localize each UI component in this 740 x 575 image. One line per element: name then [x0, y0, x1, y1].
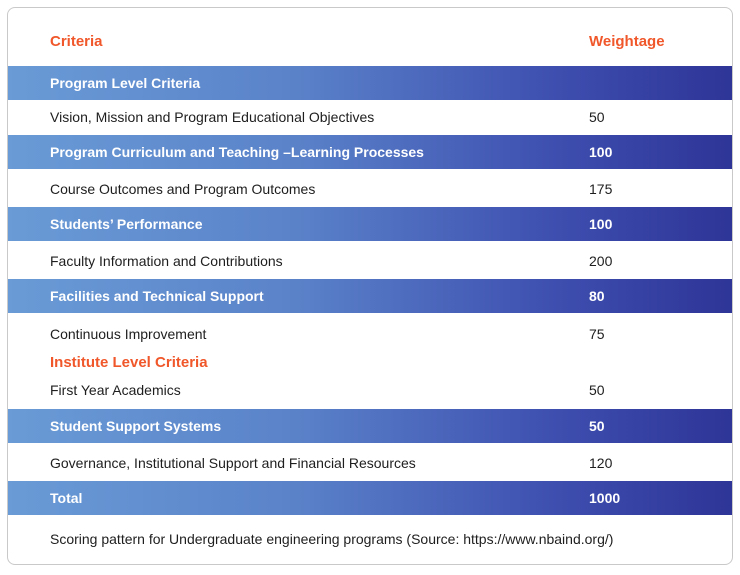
total-label: Total [50, 490, 83, 506]
table-row: Faculty Information and Contributions 20… [8, 244, 732, 278]
criteria-header: Criteria [50, 32, 103, 50]
weight-cell: 100 [589, 144, 613, 160]
criteria-cell: Student Support Systems [50, 418, 222, 434]
criteria-cell: Facilities and Technical Support [50, 288, 264, 304]
weight-cell: 50 [589, 418, 605, 434]
table-row: Vision, Mission and Program Educational … [8, 100, 732, 134]
criteria-cell: Continuous Improvement [50, 326, 207, 342]
table-caption: Scoring pattern for Undergraduate engine… [8, 522, 732, 556]
criteria-cell: First Year Academics [50, 382, 181, 398]
table-row: Program Curriculum and Teaching –Learnin… [8, 135, 732, 169]
table-row: Student Support Systems 50 [8, 409, 732, 443]
section-label: Institute Level Criteria [50, 353, 208, 371]
institute-level-heading: Institute Level Criteria [8, 345, 732, 379]
table-row: Facilities and Technical Support 80 [8, 279, 732, 313]
criteria-cell: Course Outcomes and Program Outcomes [50, 181, 316, 197]
table-header: Criteria Weightage [8, 30, 732, 52]
table-row: First Year Academics 50 [8, 373, 732, 407]
table-row: Continuous Improvement 75 [8, 317, 732, 351]
weight-cell: 100 [589, 216, 613, 232]
criteria-cell: Students’ Performance [50, 216, 203, 232]
table-row: Course Outcomes and Program Outcomes 175 [8, 172, 732, 206]
weightage-header: Weightage [589, 32, 665, 50]
total-row: Total 1000 [8, 481, 732, 515]
weight-cell: 200 [589, 253, 613, 269]
criteria-cell: Faculty Information and Contributions [50, 253, 283, 269]
criteria-cell: Governance, Institutional Support and Fi… [50, 455, 416, 471]
caption-text: Scoring pattern for Undergraduate engine… [50, 531, 614, 547]
criteria-table-card: Criteria Weightage Program Level Criteri… [7, 7, 733, 565]
weight-cell: 80 [589, 288, 605, 304]
criteria-cell: Vision, Mission and Program Educational … [50, 109, 375, 125]
weight-cell: 50 [589, 109, 605, 125]
total-value: 1000 [589, 490, 621, 506]
weight-cell: 75 [589, 326, 605, 342]
weight-cell: 50 [589, 382, 605, 398]
weight-cell: 175 [589, 181, 613, 197]
section-label: Program Level Criteria [50, 75, 201, 91]
section-row-program-level: Program Level Criteria [8, 66, 732, 100]
table-row: Governance, Institutional Support and Fi… [8, 446, 732, 480]
criteria-cell: Program Curriculum and Teaching –Learnin… [50, 144, 424, 160]
weight-cell: 120 [589, 455, 613, 471]
table-row: Students’ Performance 100 [8, 207, 732, 241]
